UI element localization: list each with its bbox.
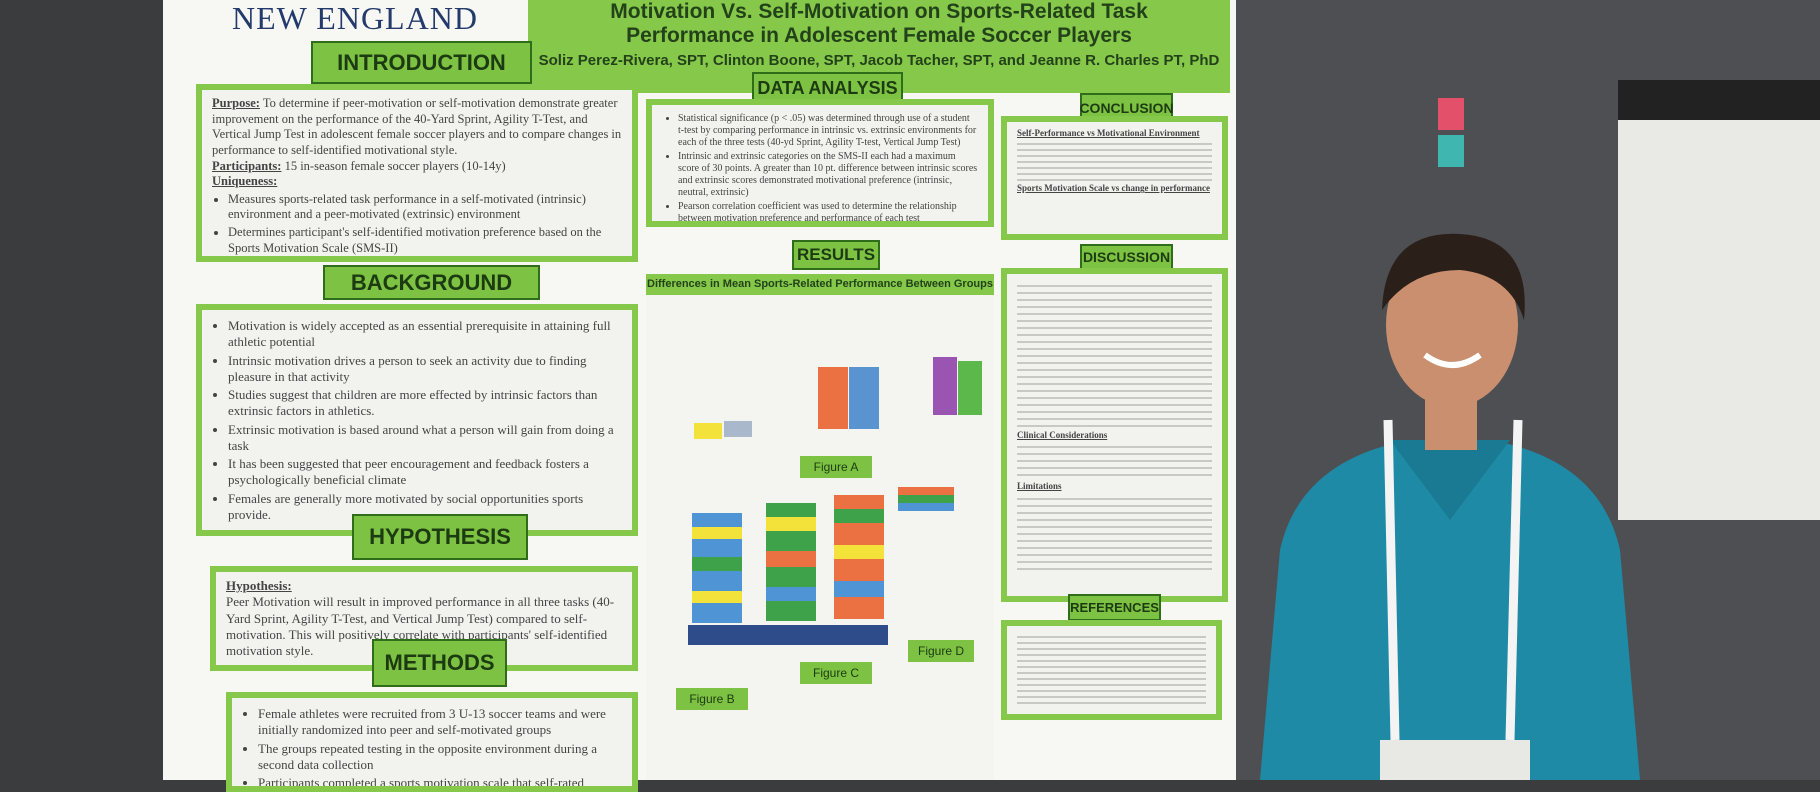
text-lines <box>1017 280 1212 430</box>
label: Participants: <box>212 158 282 173</box>
subheading: Sports Motivation Scale vs change in per… <box>1017 183 1210 194</box>
list-item: Female athletes were recruited from 3 U-… <box>258 706 622 739</box>
sticky-note <box>1438 98 1464 130</box>
conclusion-box: Self-Performance vs Motivational Environ… <box>1001 116 1228 240</box>
introduction-box: Purpose: To determine if peer-motivation… <box>196 84 638 262</box>
subheading: Clinical Considerations <box>1017 430 1108 440</box>
lanyard <box>1383 419 1523 741</box>
list-item: Determines participant's self-identified… <box>228 225 622 256</box>
collar <box>1390 440 1510 520</box>
title-line: Motivation Vs. Self-Motivation on Sports… <box>610 0 1148 23</box>
section-heading: HYPOTHESIS <box>352 514 528 560</box>
text: To determine if peer-motivation or self-… <box>212 96 622 157</box>
section-heading: INTRODUCTION <box>311 41 532 84</box>
text: 15 in-season female soccer players (10-1… <box>284 158 506 173</box>
figure-graphic <box>958 361 982 415</box>
list-item: Intrinsic and extrinsic categories on th… <box>678 151 978 199</box>
list: Motivation is widely accepted as an esse… <box>212 318 622 523</box>
subheading: Limitations <box>1017 481 1062 492</box>
data-analysis-box: Statistical significance (p < .05) was d… <box>646 99 994 227</box>
section-heading: DISCUSSION <box>1080 244 1173 270</box>
section-heading: METHODS <box>372 639 507 687</box>
text: Peer Motivation will result in improved … <box>226 594 615 658</box>
title-banner: Motivation Vs. Self-Motivation on Sports… <box>528 0 1230 93</box>
authors: Soliz Perez-Rivera, SPT, Clinton Boone, … <box>538 52 1220 69</box>
list: Statistical significance (p < .05) was d… <box>662 113 978 221</box>
person <box>1260 233 1640 780</box>
list-item: Females are generally more motivated by … <box>228 491 622 524</box>
text-lines <box>1017 139 1212 184</box>
badge <box>1380 740 1530 780</box>
figure-label: Figure A <box>800 456 872 478</box>
list: Measures sports-related task performance… <box>212 192 622 256</box>
results-subtitle: Differences in Mean Sports-Related Perfo… <box>646 274 994 295</box>
figure-graphic <box>724 421 752 437</box>
section-heading: RESULTS <box>792 240 880 270</box>
section-heading: REFERENCES <box>1068 594 1161 621</box>
smile <box>1423 352 1482 368</box>
list-item: Pearson correlation coefficient was used… <box>678 201 978 221</box>
hair <box>1382 233 1525 320</box>
subheading: Self-Performance vs Motivational Environ… <box>1017 128 1200 138</box>
list-item: Intrinsic motivation drives a person to … <box>228 353 622 386</box>
discussion-box: Clinical Considerations Limitations <box>1001 268 1228 602</box>
list-item: Measures sports-related task performance… <box>228 192 622 223</box>
text-lines <box>1017 632 1206 708</box>
sticky-note <box>1438 135 1464 167</box>
label: Hypothesis: <box>226 578 292 593</box>
list: Female athletes were recruited from 3 U-… <box>242 706 622 786</box>
list-item: Extrinsic motivation is based around wha… <box>228 422 622 455</box>
label: Purpose: <box>212 96 260 110</box>
list-item: Participants completed a sports motivati… <box>258 775 622 786</box>
figure-graphic <box>818 367 848 429</box>
background-box: Motivation is widely accepted as an esse… <box>196 304 638 536</box>
section-heading: BACKGROUND <box>323 265 540 300</box>
list-item: Studies suggest that children are more e… <box>228 387 622 420</box>
list-item: It has been suggested that peer encourag… <box>228 456 622 489</box>
participants: Participants: 15 in-season female soccer… <box>212 159 622 175</box>
purpose: Purpose: To determine if peer-motivation… <box>212 96 622 159</box>
figure-label: Figure D <box>908 640 974 662</box>
figure-label: Figure B <box>676 688 748 710</box>
figure-graphic <box>933 357 957 415</box>
second-poster <box>1618 80 1820 520</box>
institution: NEW ENGLAND <box>232 0 478 36</box>
list-item: Statistical significance (p < .05) was d… <box>678 113 978 149</box>
face <box>1386 243 1518 407</box>
figure-graphic <box>694 423 722 439</box>
label: Uniqueness: <box>212 174 278 189</box>
figure-graphic <box>688 487 954 645</box>
title-line: Performance in Adolescent Female Soccer … <box>626 24 1132 47</box>
list-item: Motivation is widely accepted as an esse… <box>228 318 622 351</box>
text-lines <box>1017 492 1212 573</box>
references-box <box>1001 620 1222 720</box>
figure-graphic <box>849 367 879 429</box>
methods-box: Female athletes were recruited from 3 U-… <box>226 692 638 792</box>
shirt <box>1260 440 1640 780</box>
text-lines <box>1017 441 1212 482</box>
figure-label: Figure C <box>800 662 872 684</box>
list-item: The groups repeated testing in the oppos… <box>258 741 622 774</box>
